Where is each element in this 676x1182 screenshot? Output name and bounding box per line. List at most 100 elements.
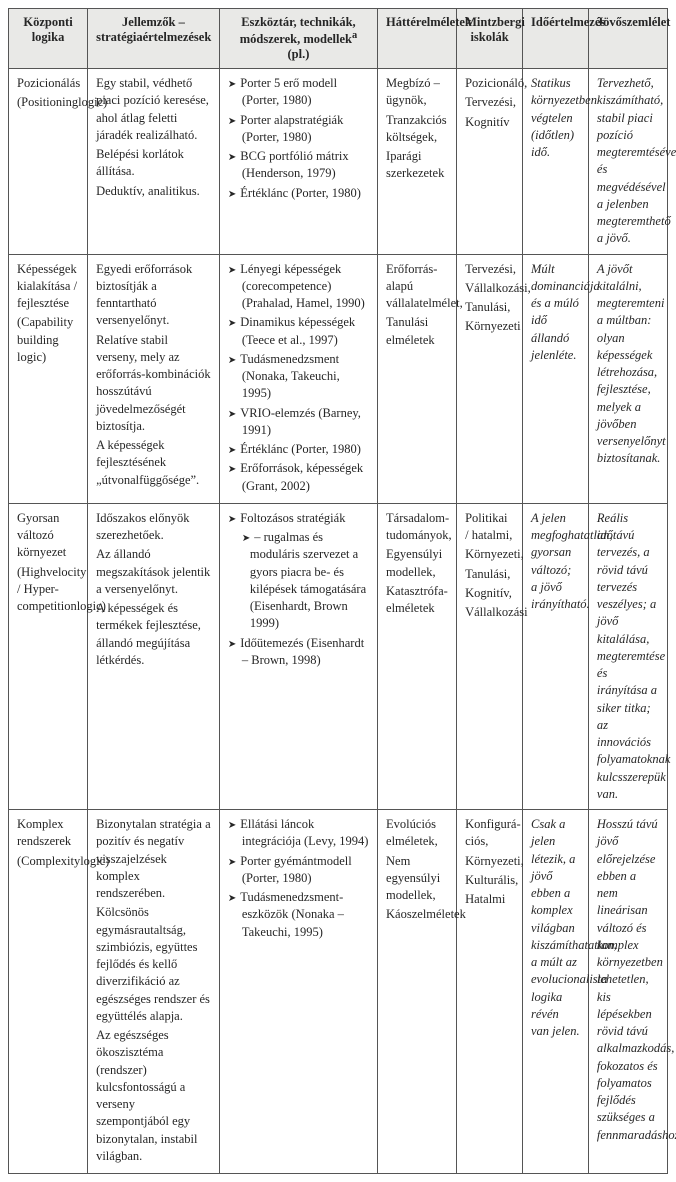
cell-features: Bizonytalan stratégia a pozitív és negat… bbox=[88, 810, 220, 1174]
cell-logic: Képességek kialakítása / fejlesztése(Cap… bbox=[9, 254, 88, 503]
school-item: Kognitív, bbox=[465, 585, 514, 602]
tools-item: Időütemezés (Eisenhardt – Brown, 1998) bbox=[228, 635, 369, 670]
features-paragraph: Egy stabil, védhető piaci pozíció keresé… bbox=[96, 75, 211, 144]
cell-theories: Társadalom-tudományok,Egyensúlyi modelle… bbox=[378, 503, 457, 809]
tools-item: Dinamikus képességek (Teece et al., 1997… bbox=[228, 314, 369, 349]
cell-schools: Konfigurá-ciós, Környezeti, Kulturális, Hat… bbox=[457, 810, 523, 1174]
cell-tools: Ellátási láncok integrációja (Levy, 1994… bbox=[219, 810, 377, 1174]
logic-title: Pozicionálás bbox=[17, 75, 79, 92]
school-item: Politikai / hatalmi, bbox=[465, 510, 514, 545]
school-item: Vállalkozási, bbox=[465, 280, 514, 297]
tools-subitem: – rugalmas és moduláris szervezet a gyor… bbox=[228, 529, 369, 633]
cell-future: A jövőt kitalálni, megteremteni a múltba… bbox=[588, 254, 667, 503]
features-paragraph: Az egészséges ökoszisztéma (rendszer) ku… bbox=[96, 1027, 211, 1165]
logic-title: Komplex rendszerek bbox=[17, 816, 79, 851]
tools-list: Porter 5 erő modell (Porter, 1980)Porter… bbox=[228, 75, 369, 202]
logic-subtitle: (Complexitylogic) bbox=[17, 853, 79, 870]
cell-tools: Porter 5 erő modell (Porter, 1980)Porter… bbox=[219, 69, 377, 255]
theory-item: Katasztrófa-elméletek bbox=[386, 583, 448, 618]
theory-item: Erőforrás-alapú vállalatelmélet, bbox=[386, 261, 448, 313]
cell-logic: Komplex rendszerek (Complexitylogic) bbox=[9, 810, 88, 1174]
school-item: Konfigurá-ciós, bbox=[465, 816, 514, 851]
cell-tools: Lényegi képességek (corecompetence) (Pra… bbox=[219, 254, 377, 503]
school-item: Tervezési, bbox=[465, 261, 514, 278]
tools-item: Tudásmenedzsment (Nonaka, Takeuchi, 1995… bbox=[228, 351, 369, 403]
header-schools-line2: iskolák bbox=[470, 30, 508, 44]
tools-list: Foltozásos stratégiák – rugalmas és modul… bbox=[228, 510, 369, 669]
header-features-line2: stratégiaértelmezések bbox=[96, 30, 211, 44]
school-item: Kulturális, bbox=[465, 872, 514, 889]
features-paragraph: Időszakos előnyök szerezhetőek. bbox=[96, 510, 211, 545]
cell-schools: Pozicionáló,Tervezési,Kognitív bbox=[457, 69, 523, 255]
cell-theories: Erőforrás-alapú vállalatelmélet,Tanulási… bbox=[378, 254, 457, 503]
cell-logic: Pozicionálás (Positioninglogic) bbox=[9, 69, 88, 255]
features-paragraph: Relatíve stabil verseny, mely az erőforr… bbox=[96, 332, 211, 436]
tools-list: Lényegi képességek (corecompetence) (Pra… bbox=[228, 261, 369, 495]
cell-time: A jelen megfoghatatlan, gyorsan változó;… bbox=[523, 503, 589, 809]
tools-item: Értéklánc (Porter, 1980) bbox=[228, 441, 369, 458]
cell-theories: Megbízó – ügynök,Tranzakciós költségek,I… bbox=[378, 69, 457, 255]
cell-features: Egy stabil, védhető piaci pozíció keresé… bbox=[88, 69, 220, 255]
features-paragraph: Deduktív, analitikus. bbox=[96, 183, 211, 200]
col-header-schools: Mintzbergi iskolák bbox=[457, 9, 523, 69]
tools-item: Tudásmenedzsment-eszközök (Nonaka – Take… bbox=[228, 889, 369, 941]
col-header-theories: Háttérelméletek bbox=[378, 9, 457, 69]
table-header-row: Központi logika Jellemzők – stratégiaért… bbox=[9, 9, 668, 69]
theory-item: Egyensúlyi modellek, bbox=[386, 546, 448, 581]
col-header-future: Jövőszemlélet bbox=[588, 9, 667, 69]
school-item: Környezeti, bbox=[465, 546, 514, 563]
cell-time: Csak a jelen létezik, a jövő ebben a kom… bbox=[523, 810, 589, 1174]
tools-item: BCG portfólió mátrix (Henderson, 1979) bbox=[228, 148, 369, 183]
tools-item: Porter 5 erő modell (Porter, 1980) bbox=[228, 75, 369, 110]
theory-item: Megbízó – ügynök, bbox=[386, 75, 448, 110]
tools-item: Ellátási láncok integrációja (Levy, 1994… bbox=[228, 816, 369, 851]
tools-item: Porter alapstratégiák (Porter, 1980) bbox=[228, 112, 369, 147]
theory-item: Tanulási elméletek bbox=[386, 314, 448, 349]
table-row: Komplex rendszerek (Complexitylogic) Bizon… bbox=[9, 810, 668, 1174]
school-item: Hatalmi bbox=[465, 891, 514, 908]
col-header-tools: Eszköztár, technikák, módszerek, modelle… bbox=[219, 9, 377, 69]
cell-features: Időszakos előnyök szerezhetőek.Az álland… bbox=[88, 503, 220, 809]
cell-future: Hosszú távú jövő előrejelzése ebben a ne… bbox=[588, 810, 667, 1174]
theory-item: Nem egyensúlyi modellek, bbox=[386, 853, 448, 905]
tools-item: Foltozásos stratégiák bbox=[228, 510, 369, 527]
tools-item: Erőforrások, képességek (Grant, 2002) bbox=[228, 460, 369, 495]
header-schools-line1: Mintzbergi bbox=[465, 15, 525, 29]
tools-item: Lényegi képességek (corecompetence) (Pra… bbox=[228, 261, 369, 313]
cell-time: Múlt dominanciája és a múló idő állandó … bbox=[523, 254, 589, 503]
cell-future: Reális időtávú tervezés, a rövid távú te… bbox=[588, 503, 667, 809]
cell-features: Egyedi erőforrások biztosítják a fenntar… bbox=[88, 254, 220, 503]
school-item: Tervezési, bbox=[465, 94, 514, 111]
col-header-features: Jellemzők – stratégiaértelmezések bbox=[88, 9, 220, 69]
logic-subtitle: (Positioninglogic) bbox=[17, 94, 79, 111]
tools-item: Porter gyémántmodell (Porter, 1980) bbox=[228, 853, 369, 888]
strategy-logics-table: Központi logika Jellemzők – stratégiaért… bbox=[8, 8, 668, 1174]
theory-item: Evolúciós elméletek, bbox=[386, 816, 448, 851]
cell-time: Statikus környezetben végtelen (időtlen)… bbox=[523, 69, 589, 255]
features-paragraph: Kölcsönös egymásrautaltság, szimbiózis, … bbox=[96, 904, 211, 1025]
col-header-time: Időértelmezés bbox=[523, 9, 589, 69]
logic-subtitle: (Capability building logic) bbox=[17, 314, 79, 366]
cell-tools: Foltozásos stratégiák – rugalmas és modul… bbox=[219, 503, 377, 809]
cell-logic: Gyorsan változó környezet(Highvelocity /… bbox=[9, 503, 88, 809]
table-body: Pozicionálás (Positioninglogic) Egy stabil… bbox=[9, 69, 668, 1174]
logic-subtitle: (Highvelocity / Hyper-competitionlogic) bbox=[17, 564, 79, 616]
table-row: Pozicionálás (Positioninglogic) Egy stabil… bbox=[9, 69, 668, 255]
features-paragraph: Az állandó megszakítások jelentik a vers… bbox=[96, 546, 211, 598]
logic-title: Gyorsan változó környezet bbox=[17, 510, 79, 562]
cell-schools: Politikai / hatalmi,Környezeti,Tanulási,… bbox=[457, 503, 523, 809]
features-paragraph: Egyedi erőforrások biztosítják a fenntar… bbox=[96, 261, 211, 330]
tools-item: Értéklánc (Porter, 1980) bbox=[228, 185, 369, 202]
features-paragraph: A képességek és termékek fejlesztése, ál… bbox=[96, 600, 211, 669]
tools-item: VRIO-elemzés (Barney, 1991) bbox=[228, 405, 369, 440]
school-item: Tanulási, bbox=[465, 299, 514, 316]
header-tools-sup: a bbox=[352, 30, 357, 41]
school-item: Környezeti bbox=[465, 318, 514, 335]
features-paragraph: Belépési korlátok állítása. bbox=[96, 146, 211, 181]
school-item: Környezeti, bbox=[465, 853, 514, 870]
theory-item: Iparági szerkezetek bbox=[386, 148, 448, 183]
cell-theories: Evolúciós elméletek,Nem egyensúlyi model… bbox=[378, 810, 457, 1174]
features-paragraph: A képességek fejlesztésének „útvonalfügg… bbox=[96, 437, 211, 489]
cell-schools: Tervezési, Vállalkozási, Tanulási, Környeze… bbox=[457, 254, 523, 503]
logic-title: Képességek kialakítása / fejlesztése bbox=[17, 261, 79, 313]
